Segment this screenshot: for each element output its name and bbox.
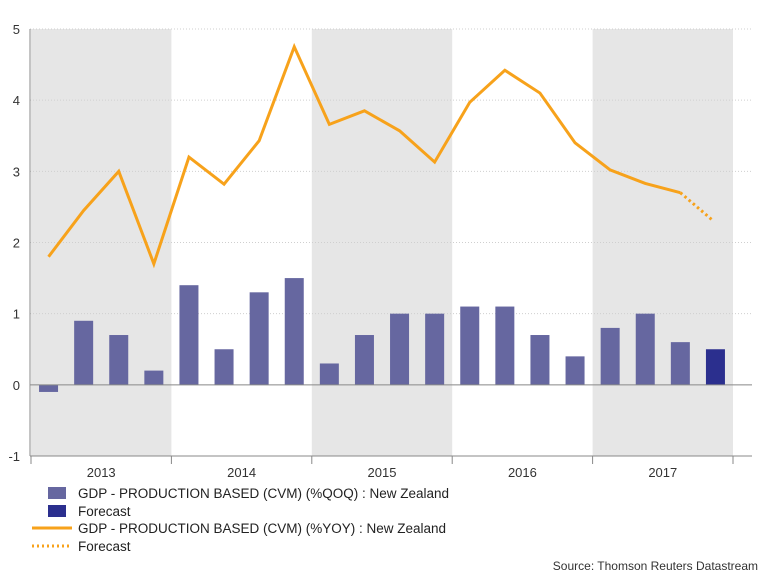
y-tick-label-5: 5 bbox=[13, 22, 20, 37]
x-tick-label-2016: 2016 bbox=[508, 465, 537, 480]
legend-item-forecast-line: Forecast bbox=[32, 539, 131, 554]
bar-series bbox=[39, 278, 725, 392]
qoq-bar-2014-q2 bbox=[214, 349, 234, 385]
qoq-bar-2014-q4 bbox=[284, 278, 304, 385]
qoq-bar-2015-q2 bbox=[354, 335, 374, 385]
y-tick-label--1: -1 bbox=[8, 449, 20, 464]
qoq-bar-2013-q3 bbox=[109, 335, 129, 385]
legend-label-yoy: GDP - PRODUCTION BASED (CVM) (%YOY) : Ne… bbox=[78, 521, 446, 536]
x-tick-label-2014: 2014 bbox=[227, 465, 256, 480]
y-tick-label-0: 0 bbox=[13, 378, 20, 393]
y-tick-label-2: 2 bbox=[13, 236, 20, 251]
qoq-bar-2016-q4 bbox=[565, 356, 585, 385]
legend-label-qoq: GDP - PRODUCTION BASED (CVM) (%QOQ) : Ne… bbox=[78, 486, 449, 501]
axes bbox=[29, 29, 752, 464]
qoq-bar-2013-q4 bbox=[144, 370, 164, 385]
qoq-bar-2015-q1 bbox=[319, 363, 339, 385]
y-tick-label-4: 4 bbox=[13, 93, 20, 108]
qoq-bar-2017-q3 bbox=[670, 342, 690, 385]
line-series bbox=[47, 42, 713, 269]
qoq-bar-2014-q3 bbox=[249, 292, 269, 385]
y-tick-label-3: 3 bbox=[13, 164, 20, 179]
x-tick-label-2017: 2017 bbox=[648, 465, 677, 480]
legend-item-qoq: GDP - PRODUCTION BASED (CVM) (%QOQ) : Ne… bbox=[48, 486, 449, 501]
x-tick-label-2013: 2013 bbox=[87, 465, 116, 480]
legend: GDP - PRODUCTION BASED (CVM) (%QOQ) : Ne… bbox=[32, 486, 449, 554]
legend-swatch-qoq-bar bbox=[48, 487, 66, 499]
x-tick-labels: 2013 2014 2015 2016 2017 bbox=[87, 465, 678, 480]
source-note: Source: Thomson Reuters Datastream bbox=[553, 559, 758, 573]
qoq-bar-2016-q3 bbox=[530, 335, 550, 385]
qoq-bar-2017-q1 bbox=[600, 327, 620, 385]
qoq-bar-2014-q1 bbox=[179, 285, 199, 385]
qoq-bar-2016-q2 bbox=[495, 306, 515, 385]
qoq-bar-2016-q1 bbox=[460, 306, 480, 385]
forecast-bar-2017-q4 bbox=[705, 349, 725, 385]
x-tick-label-2015: 2015 bbox=[368, 465, 397, 480]
qoq-bar-2013-q1 bbox=[39, 384, 59, 392]
qoq-bar-2015-q4 bbox=[425, 313, 445, 385]
qoq-bar-2017-q2 bbox=[635, 313, 655, 385]
legend-label-forecast-bar: Forecast bbox=[78, 504, 131, 519]
legend-item-forecast-bar: Forecast bbox=[48, 504, 131, 519]
y-tick-labels: -1 0 1 2 3 4 5 bbox=[8, 22, 20, 464]
legend-item-yoy: GDP - PRODUCTION BASED (CVM) (%YOY) : Ne… bbox=[32, 521, 446, 536]
legend-label-forecast-line: Forecast bbox=[78, 539, 131, 554]
legend-swatch-forecast-bar bbox=[48, 505, 66, 517]
y-tick-label-1: 1 bbox=[13, 307, 20, 322]
yoy-forecast-line bbox=[679, 191, 713, 221]
qoq-bar-2015-q3 bbox=[390, 313, 410, 385]
qoq-bar-2013-q2 bbox=[74, 320, 94, 385]
